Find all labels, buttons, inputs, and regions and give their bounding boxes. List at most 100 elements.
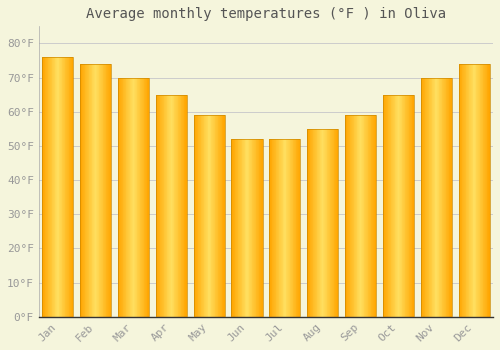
Bar [479, 64, 480, 317]
Bar [100, 64, 101, 317]
Bar [131, 78, 132, 317]
Bar [253, 139, 254, 317]
Bar [175, 94, 176, 317]
Bar [398, 94, 399, 317]
Bar [331, 129, 332, 317]
Bar [96, 64, 97, 317]
Bar [412, 94, 413, 317]
Bar [465, 64, 466, 317]
Bar [172, 94, 173, 317]
Bar [64, 57, 66, 317]
Bar [104, 64, 105, 317]
Bar [98, 64, 100, 317]
Bar [257, 139, 258, 317]
Bar [407, 94, 408, 317]
Bar [467, 64, 468, 317]
Bar [242, 139, 243, 317]
Bar [161, 94, 162, 317]
Bar [170, 94, 172, 317]
Bar [271, 139, 272, 317]
Bar [475, 64, 476, 317]
Bar [270, 139, 300, 317]
Bar [134, 78, 135, 317]
Bar [122, 78, 124, 317]
Bar [462, 64, 464, 317]
Bar [83, 64, 84, 317]
Bar [80, 64, 81, 317]
Bar [369, 115, 370, 317]
Bar [243, 139, 244, 317]
Bar [285, 139, 286, 317]
Bar [126, 78, 127, 317]
Bar [290, 139, 291, 317]
Bar [178, 94, 179, 317]
Bar [292, 139, 294, 317]
Bar [217, 115, 218, 317]
Bar [46, 57, 47, 317]
Bar [464, 64, 465, 317]
Bar [239, 139, 240, 317]
Bar [372, 115, 373, 317]
Bar [278, 139, 280, 317]
Bar [328, 129, 329, 317]
Bar [396, 94, 397, 317]
Bar [272, 139, 273, 317]
Bar [237, 139, 238, 317]
Bar [260, 139, 261, 317]
Bar [387, 94, 388, 317]
Bar [428, 78, 430, 317]
Bar [144, 78, 145, 317]
Bar [186, 94, 187, 317]
Bar [307, 129, 338, 317]
Bar [94, 64, 95, 317]
Bar [430, 78, 431, 317]
Bar [329, 129, 330, 317]
Bar [212, 115, 213, 317]
Bar [363, 115, 364, 317]
Bar [48, 57, 49, 317]
Bar [108, 64, 109, 317]
Bar [388, 94, 389, 317]
Bar [336, 129, 338, 317]
Bar [135, 78, 136, 317]
Bar [166, 94, 168, 317]
Bar [165, 94, 166, 317]
Bar [436, 78, 437, 317]
Bar [451, 78, 452, 317]
Bar [90, 64, 91, 317]
Bar [128, 78, 129, 317]
Bar [468, 64, 469, 317]
Bar [373, 115, 374, 317]
Bar [86, 64, 87, 317]
Bar [127, 78, 128, 317]
Bar [52, 57, 53, 317]
Bar [156, 94, 187, 317]
Bar [145, 78, 146, 317]
Bar [402, 94, 403, 317]
Bar [258, 139, 260, 317]
Bar [421, 78, 452, 317]
Bar [199, 115, 200, 317]
Bar [250, 139, 251, 317]
Bar [408, 94, 410, 317]
Bar [360, 115, 362, 317]
Bar [365, 115, 366, 317]
Bar [422, 78, 423, 317]
Bar [362, 115, 363, 317]
Bar [142, 78, 143, 317]
Title: Average monthly temperatures (°F ) in Oliva: Average monthly temperatures (°F ) in Ol… [86, 7, 446, 21]
Bar [358, 115, 359, 317]
Bar [399, 94, 400, 317]
Bar [84, 64, 86, 317]
Bar [236, 139, 237, 317]
Bar [390, 94, 392, 317]
Bar [432, 78, 433, 317]
Bar [284, 139, 285, 317]
Bar [318, 129, 319, 317]
Bar [411, 94, 412, 317]
Bar [286, 139, 287, 317]
Bar [238, 139, 239, 317]
Bar [482, 64, 484, 317]
Bar [334, 129, 335, 317]
Bar [130, 78, 131, 317]
